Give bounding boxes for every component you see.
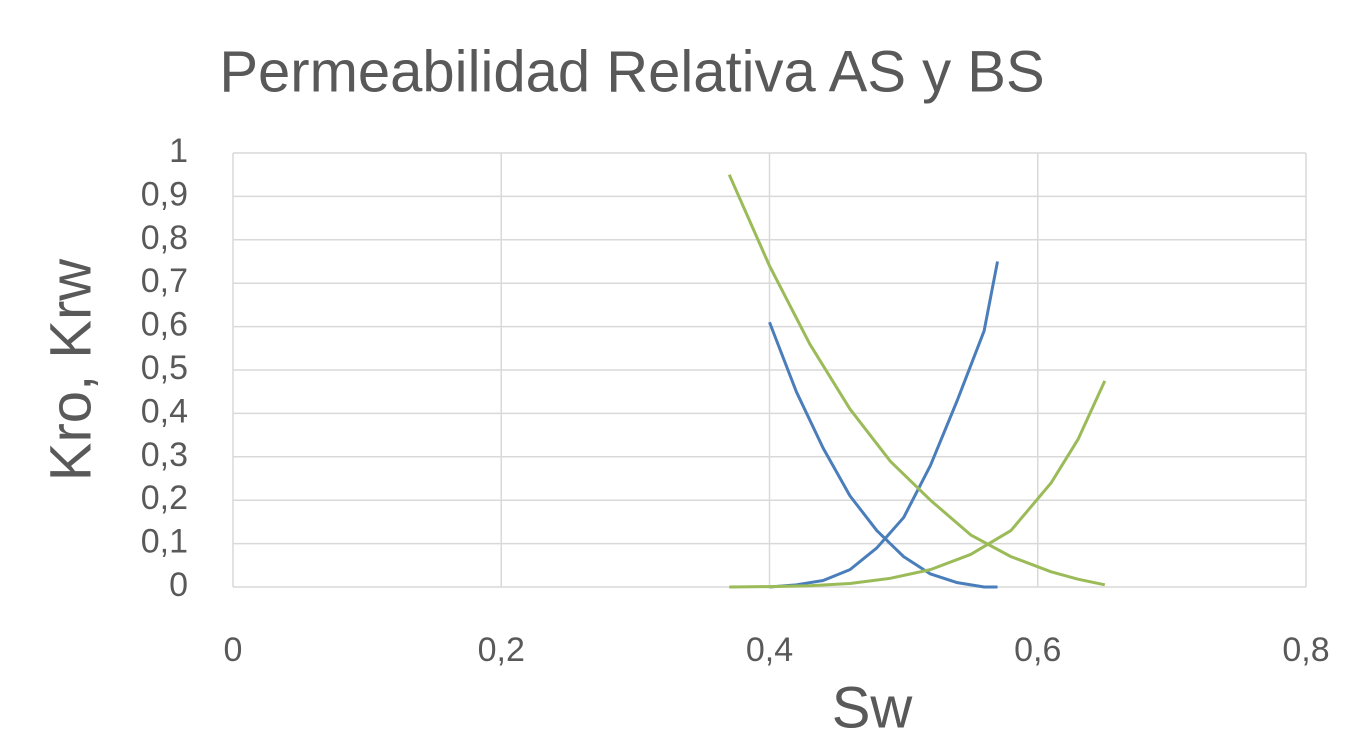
y-tick-label: 0,8 <box>141 219 188 257</box>
x-tick-label: 0 <box>224 631 243 669</box>
y-tick-label: 0,3 <box>141 436 188 474</box>
y-tick-label: 1 <box>169 132 188 170</box>
chart-title: Permeabilidad Relativa AS y BS <box>219 39 1044 104</box>
y-tick-label: 0,2 <box>141 479 188 517</box>
series-line <box>769 261 999 589</box>
y-tick-label: 0,4 <box>141 392 188 430</box>
series-line <box>768 321 998 589</box>
y-axis-label: Kro, Krw <box>38 258 103 481</box>
x-tick-label: 0,6 <box>1014 631 1061 669</box>
series-line <box>729 380 1107 589</box>
x-tick-label: 0,2 <box>478 631 525 669</box>
y-tick-label: 0 <box>169 566 188 604</box>
y-tick-label: 0,9 <box>141 175 188 213</box>
series-line <box>727 174 1106 587</box>
x-tick-label: 0,4 <box>746 631 793 669</box>
y-tick-label: 0,5 <box>141 349 188 387</box>
x-axis-label: Sw <box>832 675 914 740</box>
x-tick-label: 0,8 <box>1282 631 1329 669</box>
y-tick-label: 0,7 <box>141 262 188 300</box>
y-tick-label: 0,6 <box>141 306 188 344</box>
y-tick-label: 0,1 <box>141 523 188 561</box>
